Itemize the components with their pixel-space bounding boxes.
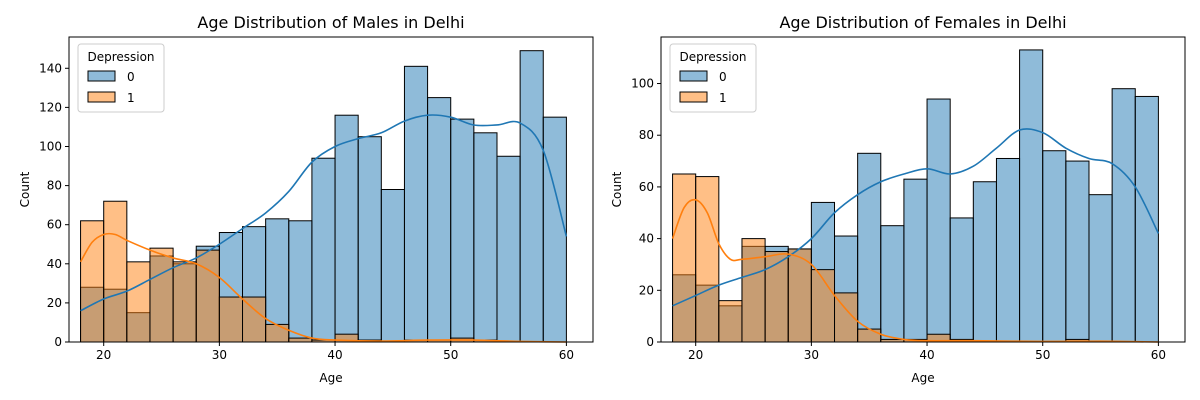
y-tick-label: 80 [639,128,654,142]
y-tick-label: 80 [47,179,62,193]
bar [1134,95,1159,343]
x-tick-label: 40 [327,348,342,362]
bar [787,248,812,343]
bar [1111,88,1136,343]
y-tick-label: 40 [47,257,62,271]
legend-swatch-0 [87,70,116,82]
bar [380,189,405,343]
legend-swatch-1 [87,91,116,103]
x-tick-label: 20 [688,348,703,362]
chart-panel-2: 20 30 40 50 60 0 20 40 60 80 100 Age Distribution o… [610,13,1186,385]
bar [857,152,882,343]
bar [427,97,452,343]
bar [473,132,498,343]
bar [265,218,290,343]
series-1-bars [80,200,498,343]
bar [403,65,429,343]
y-tick-label: 20 [47,296,62,310]
bar [149,247,174,343]
y-tick-label: 120 [39,100,62,114]
y-axis-label: Count [18,171,32,207]
y-tick-label: 140 [39,61,62,75]
kde-line-1 [671,198,1159,343]
x-tick-label: 50 [443,348,458,362]
x-tick-label: 20 [96,348,111,362]
legend-swatch-1 [679,91,708,103]
x-tick-label: 50 [1035,348,1050,362]
bar [172,261,197,343]
legend-title: Depression [679,50,746,64]
y-tick-label: 0 [646,335,654,349]
bar [242,296,267,343]
bar [496,155,521,343]
legend-label-1: 1 [127,91,135,105]
x-tick-label: 40 [919,348,934,362]
legend-label-0: 0 [719,70,727,84]
chart-panel-1: 20 30 40 50 60 0 20 40 60 80 100 120 140 Age Distribu… [18,13,594,385]
y-tick-label: 60 [47,218,62,232]
bar [741,238,766,343]
bar [1088,194,1113,343]
legend-label-1: 1 [719,91,727,105]
x-tick-label: 60 [1151,348,1166,362]
bar [450,118,475,343]
bar [880,225,905,343]
bar [972,181,997,343]
bar [1042,150,1067,343]
bar [103,200,128,343]
x-tick-label: 60 [559,348,574,362]
bar [1019,49,1044,343]
bar [288,220,313,343]
bar [857,328,882,343]
y-tick-label: 40 [639,232,654,246]
legend-label-0: 0 [127,70,135,84]
bar [1065,160,1090,343]
bar [126,261,151,343]
bar [357,136,382,343]
bar [311,157,336,343]
bar [995,157,1021,343]
bar [218,296,244,343]
x-axis-label: Age [319,371,342,385]
axes-frame [68,36,594,343]
legend-swatch-0 [679,70,708,82]
x-tick-label: 30 [212,348,227,362]
bar [949,217,974,343]
chart-title: Age Distribution of Females in Delhi [779,13,1066,32]
y-tick-label: 0 [54,335,62,349]
bar [265,323,290,343]
legend: Depression 0 1 [669,43,757,113]
bar [334,114,359,343]
bar [80,220,105,343]
legend-title: Depression [87,50,154,64]
chart-title: Age Distribution of Males in Delhi [197,13,464,32]
y-tick-label: 100 [631,77,654,91]
x-axis-label: Age [911,371,934,385]
y-axis-label: Count [610,171,624,207]
y-tick-label: 60 [639,180,654,194]
bar [926,98,951,343]
bar [810,269,836,343]
kde-line-0 [80,114,568,312]
y-tick-label: 100 [39,139,62,153]
bar [903,178,928,343]
axes-frame [660,36,1186,343]
x-tick-label: 30 [804,348,819,362]
bar [288,337,313,343]
bar [195,249,220,343]
kde-line-0 [672,128,1160,307]
bar [519,50,544,343]
y-tick-label: 20 [639,283,654,297]
bar [718,300,743,343]
bar [764,251,789,343]
kde-line-1 [79,232,567,343]
bar [542,116,567,343]
legend: Depression 0 1 [77,43,165,113]
